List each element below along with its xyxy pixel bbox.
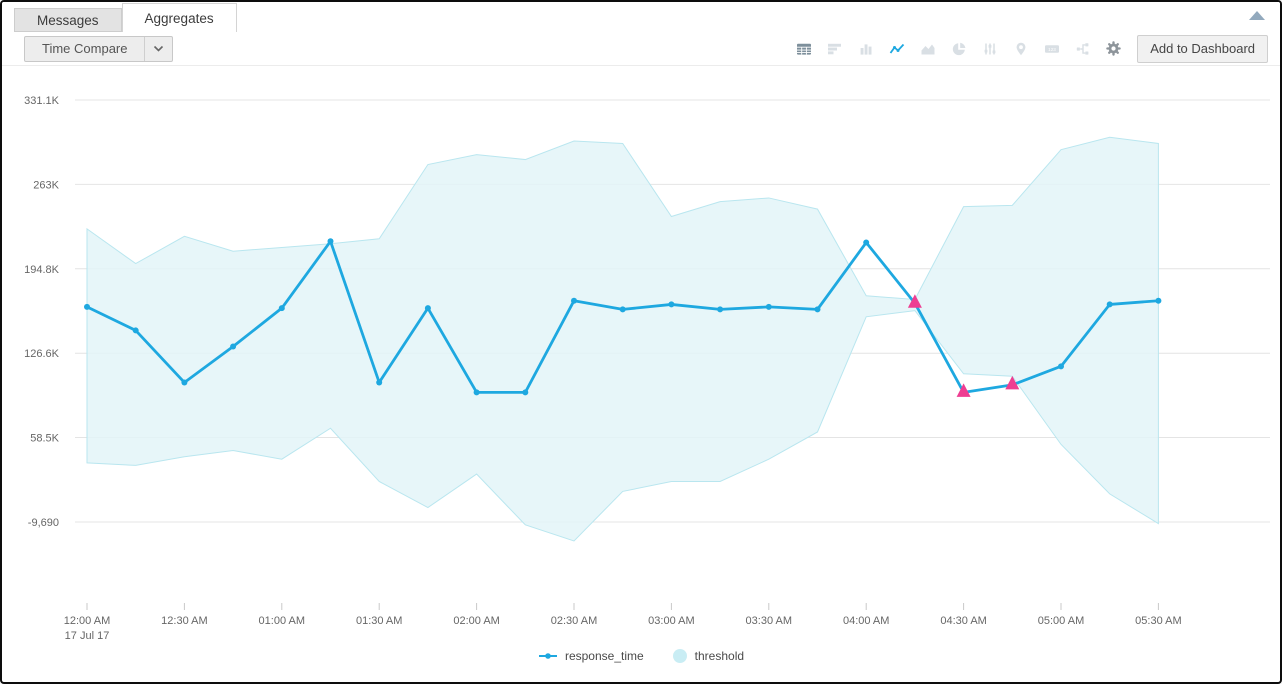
data-point[interactable] (473, 389, 480, 396)
data-point[interactable] (1058, 363, 1064, 370)
anomaly-marker[interactable] (1005, 375, 1020, 390)
aggregates-toolbar: Time Compare (2, 32, 1280, 66)
data-point[interactable] (84, 303, 90, 310)
anomaly-marker[interactable] (956, 383, 971, 397)
x-tick-label: 03:00 AM (648, 615, 694, 627)
data-point[interactable] (230, 343, 237, 350)
legend-label-threshold: threshold (694, 649, 745, 663)
y-tick-label: 126.6K (24, 348, 60, 360)
data-point[interactable] (765, 303, 772, 310)
collapse-panel-icon[interactable] (1249, 11, 1265, 20)
data-point[interactable] (327, 238, 334, 245)
svg-text:123: 123 (1048, 46, 1056, 51)
column-chart-icon[interactable] (857, 40, 875, 58)
x-tick-label: 01:30 AM (356, 615, 402, 627)
time-compare-dropdown[interactable] (144, 36, 172, 61)
y-tick-label: -9,690 (28, 517, 59, 529)
x-tick-label: 05:00 AM (1038, 615, 1084, 627)
data-point[interactable] (863, 239, 870, 246)
tab-aggregates[interactable]: Aggregates (121, 3, 237, 32)
pie-chart-icon[interactable] (950, 40, 968, 58)
x-tick-label: 12:00 AM (64, 615, 110, 627)
anomaly-marker[interactable] (907, 294, 922, 308)
data-point[interactable] (717, 306, 724, 313)
data-point[interactable] (571, 297, 577, 304)
data-point[interactable] (278, 305, 285, 312)
response-time-legend-marker (538, 653, 557, 659)
results-tab-bar: Messages Aggregates (2, 2, 1280, 32)
time-compare-label[interactable]: Time Compare (42, 41, 128, 56)
legend-item-response-time[interactable]: response_time (538, 649, 644, 663)
settings-gear-icon[interactable] (1104, 40, 1122, 58)
data-point[interactable] (376, 379, 383, 386)
x-tick-label: 04:30 AM (940, 615, 986, 627)
x-tick-label: 03:30 AM (746, 615, 792, 627)
y-tick-label: 331.1K (24, 95, 60, 107)
tab-messages[interactable]: Messages (14, 8, 122, 32)
add-to-dashboard-label: Add to Dashboard (1150, 41, 1255, 56)
flow-diagram-icon[interactable] (1074, 40, 1092, 58)
x-date-label: 17 Jul 17 (65, 630, 110, 642)
chevron-down-icon (154, 45, 164, 52)
y-tick-label: 194.8K (24, 264, 60, 276)
single-value-icon[interactable]: 123 (1043, 40, 1061, 58)
tab-aggregates-label: Aggregates (144, 10, 214, 26)
data-point[interactable] (1106, 301, 1113, 308)
bar-chart-icon[interactable] (826, 40, 844, 58)
chart-legend: response_time threshold (2, 642, 1280, 670)
threshold-band (86, 136, 1159, 542)
map-pin-icon[interactable] (1012, 40, 1030, 58)
toolbar-right-group: 123 Add to Dashboard (795, 34, 1268, 63)
data-point[interactable] (181, 379, 188, 386)
y-tick-label: 58.5K (30, 433, 59, 445)
add-to-dashboard-button[interactable]: Add to Dashboard (1137, 34, 1268, 63)
x-tick-label: 04:00 AM (843, 615, 889, 627)
data-point[interactable] (1155, 297, 1162, 304)
x-tick-label: 02:30 AM (551, 615, 597, 627)
legend-label-response-time: response_time (564, 649, 644, 663)
y-tick-label: 263K (33, 179, 59, 191)
area-chart-icon[interactable] (919, 40, 937, 58)
data-point[interactable] (668, 301, 675, 308)
tab-messages-label: Messages (37, 12, 99, 28)
threshold-legend-marker (672, 649, 687, 663)
time-compare-button[interactable]: Time Compare (24, 35, 174, 62)
aggregates-chart-canvas[interactable]: 331.1K 263K 194.8K 126.6K 58.5K -9,690 12:00 A… (2, 66, 1282, 642)
data-point[interactable] (814, 306, 821, 313)
data-point[interactable] (522, 389, 529, 396)
x-tick-label: 12:30 AM (161, 615, 207, 627)
sliders-icon[interactable] (981, 40, 999, 58)
x-tick-label: 02:00 AM (453, 615, 499, 627)
x-tick-label: 05:30 AM (1135, 615, 1181, 627)
chart-type-icons: 123 (795, 40, 1092, 58)
table-icon[interactable] (795, 40, 813, 58)
data-point[interactable] (424, 305, 431, 312)
data-point[interactable] (619, 306, 626, 313)
data-point[interactable] (132, 327, 139, 334)
legend-item-threshold[interactable]: threshold (672, 648, 744, 664)
x-tick-label: 01:00 AM (259, 615, 305, 627)
line-chart-icon[interactable] (888, 40, 906, 58)
